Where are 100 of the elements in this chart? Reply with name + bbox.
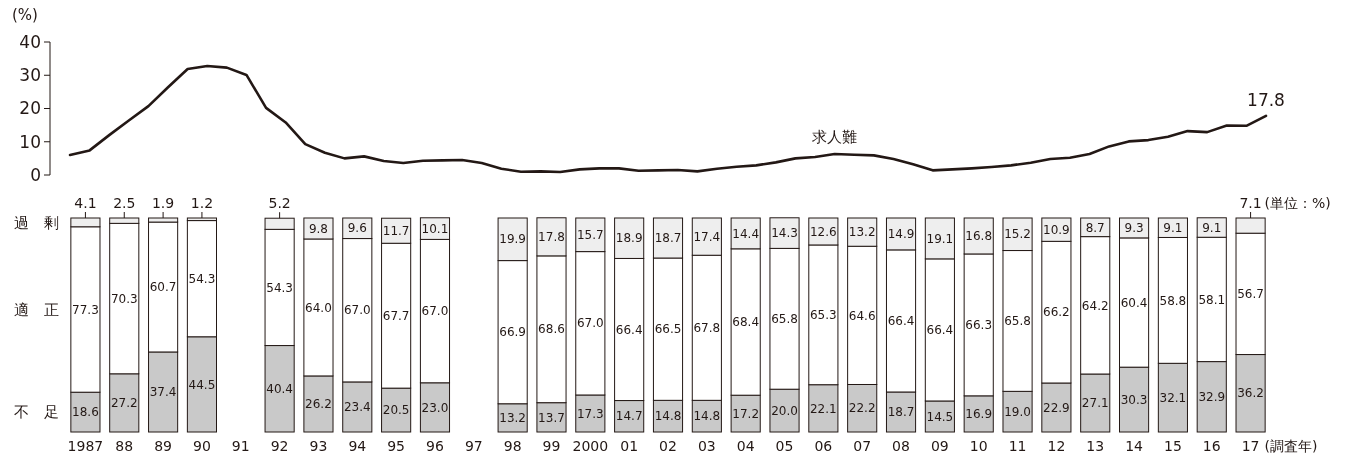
x-tick-label: 92 — [270, 438, 289, 454]
data-label: 19.9 — [499, 232, 526, 247]
x-tick-label: 97 — [464, 438, 483, 454]
data-label: 9.6 — [347, 221, 367, 236]
data-label: 66.2 — [1043, 305, 1070, 320]
data-label: 67.0 — [421, 304, 449, 319]
data-label: 22.1 — [810, 401, 837, 416]
x-tick-label: 95 — [387, 438, 406, 454]
data-label: 18.9 — [615, 231, 643, 246]
x-tick-label: 05 — [775, 438, 794, 454]
data-label: 32.9 — [1198, 390, 1226, 404]
series-label: 不 足 — [13, 403, 59, 422]
data-label: 66.3 — [965, 318, 993, 333]
data-label: 17.3 — [576, 406, 604, 421]
data-label: 56.7 — [1237, 287, 1264, 302]
data-label: 17.8 — [1247, 89, 1285, 110]
data-label: 66.4 — [887, 314, 915, 329]
data-label: 17.2 — [732, 406, 760, 421]
data-label: 30.3 — [1120, 392, 1148, 407]
text: (単位：%) — [1264, 195, 1331, 211]
x-tick-label: 89 — [154, 438, 173, 454]
data-label: 1.9 — [151, 195, 175, 211]
data-label: 18.6 — [72, 405, 99, 420]
data-label: 58.1 — [1198, 292, 1226, 307]
data-label: 70.3 — [110, 291, 138, 306]
data-label: 67.8 — [693, 320, 721, 335]
data-label: 68.6 — [538, 322, 565, 337]
data-label: 66.4 — [926, 323, 954, 338]
data-label: 9.8 — [308, 221, 328, 236]
data-label: 65.8 — [1004, 314, 1031, 329]
x-tick-label: 98 — [503, 438, 522, 454]
series-label: 過 剰 — [13, 213, 59, 232]
data-label: 14.4 — [732, 226, 760, 241]
x-tick-label: 13 — [1086, 438, 1105, 454]
y-tick-label: 20 — [19, 98, 41, 119]
x-tick-label: 99 — [542, 438, 561, 454]
x-tick-label: 12 — [1047, 438, 1066, 454]
data-label: 64.2 — [1081, 298, 1109, 313]
data-label: 32.1 — [1159, 390, 1187, 405]
data-label: 9.3 — [1124, 221, 1144, 236]
x-tick-label: 1987 — [67, 438, 104, 454]
x-tick-label: 15 — [1163, 438, 1182, 454]
data-label: 22.9 — [1043, 400, 1070, 415]
data-label: 1.2 — [190, 195, 214, 211]
x-tick-label: 08 — [892, 438, 910, 454]
x-tick-label: 11 — [1008, 438, 1027, 454]
data-label: 64.6 — [848, 308, 876, 323]
data-label: 67.7 — [382, 308, 410, 323]
x-tick-label: 04 — [736, 438, 755, 454]
data-label: 66.9 — [499, 325, 526, 340]
data-label: 13.7 — [538, 410, 565, 425]
data-label: 12.6 — [810, 224, 837, 239]
data-label: 27.2 — [110, 396, 138, 411]
x-axis-title: (調査年) — [1264, 438, 1318, 454]
y-tick-label: 30 — [19, 65, 41, 86]
data-label: 20.5 — [382, 403, 410, 418]
x-tick-label: 96 — [426, 438, 444, 454]
data-label: 66.5 — [654, 322, 682, 337]
data-label: 4.1 — [74, 195, 97, 211]
x-tick-label: 07 — [853, 438, 872, 454]
y-tick-label: 40 — [19, 31, 41, 52]
data-label: 23.4 — [343, 400, 371, 415]
data-label: 10.1 — [421, 221, 449, 236]
data-label: 54.3 — [266, 280, 293, 295]
data-label: 14.7 — [615, 409, 643, 424]
data-label: 22.2 — [848, 401, 876, 416]
y-axis-title: (%) — [12, 6, 38, 24]
data-label: 16.8 — [965, 229, 993, 244]
data-label: 60.7 — [149, 280, 177, 295]
data-label: 26.2 — [305, 397, 332, 412]
data-label: 14.3 — [771, 226, 798, 241]
data-label: 44.5 — [188, 377, 216, 392]
x-tick-label: 06 — [814, 438, 833, 454]
data-label: 65.8 — [771, 311, 798, 326]
y-tick-label: 0 — [30, 164, 41, 185]
data-label: 17.8 — [538, 230, 565, 245]
x-tick-label: 10 — [969, 438, 988, 454]
x-tick-label: 2000 — [572, 438, 609, 454]
data-label: 8.7 — [1085, 220, 1105, 235]
data-label: 68.4 — [732, 315, 760, 330]
data-label: 14.8 — [654, 409, 682, 424]
data-label: 14.9 — [887, 227, 915, 242]
data-label: 15.2 — [1004, 227, 1031, 242]
data-label: 11.7 — [382, 223, 410, 238]
data-label: 64.0 — [305, 300, 332, 315]
data-label: 18.7 — [887, 405, 915, 420]
data-label: 5.2 — [268, 195, 291, 212]
data-label: 77.3 — [72, 302, 99, 317]
data-label: 65.3 — [810, 308, 837, 323]
data-label: 54.3 — [188, 271, 216, 286]
data-label: 66.4 — [615, 322, 643, 337]
x-tick-label: 01 — [620, 438, 639, 454]
x-tick-label: 17 — [1241, 438, 1260, 454]
data-label: 23.0 — [421, 400, 449, 415]
data-label: 7.1 — [1239, 195, 1262, 211]
x-tick-label: 91 — [231, 438, 250, 454]
data-label: 36.2 — [1237, 386, 1264, 401]
x-tick-label: 14 — [1125, 438, 1144, 454]
x-tick-label: 94 — [348, 438, 367, 454]
x-tick-label: 02 — [659, 438, 677, 454]
